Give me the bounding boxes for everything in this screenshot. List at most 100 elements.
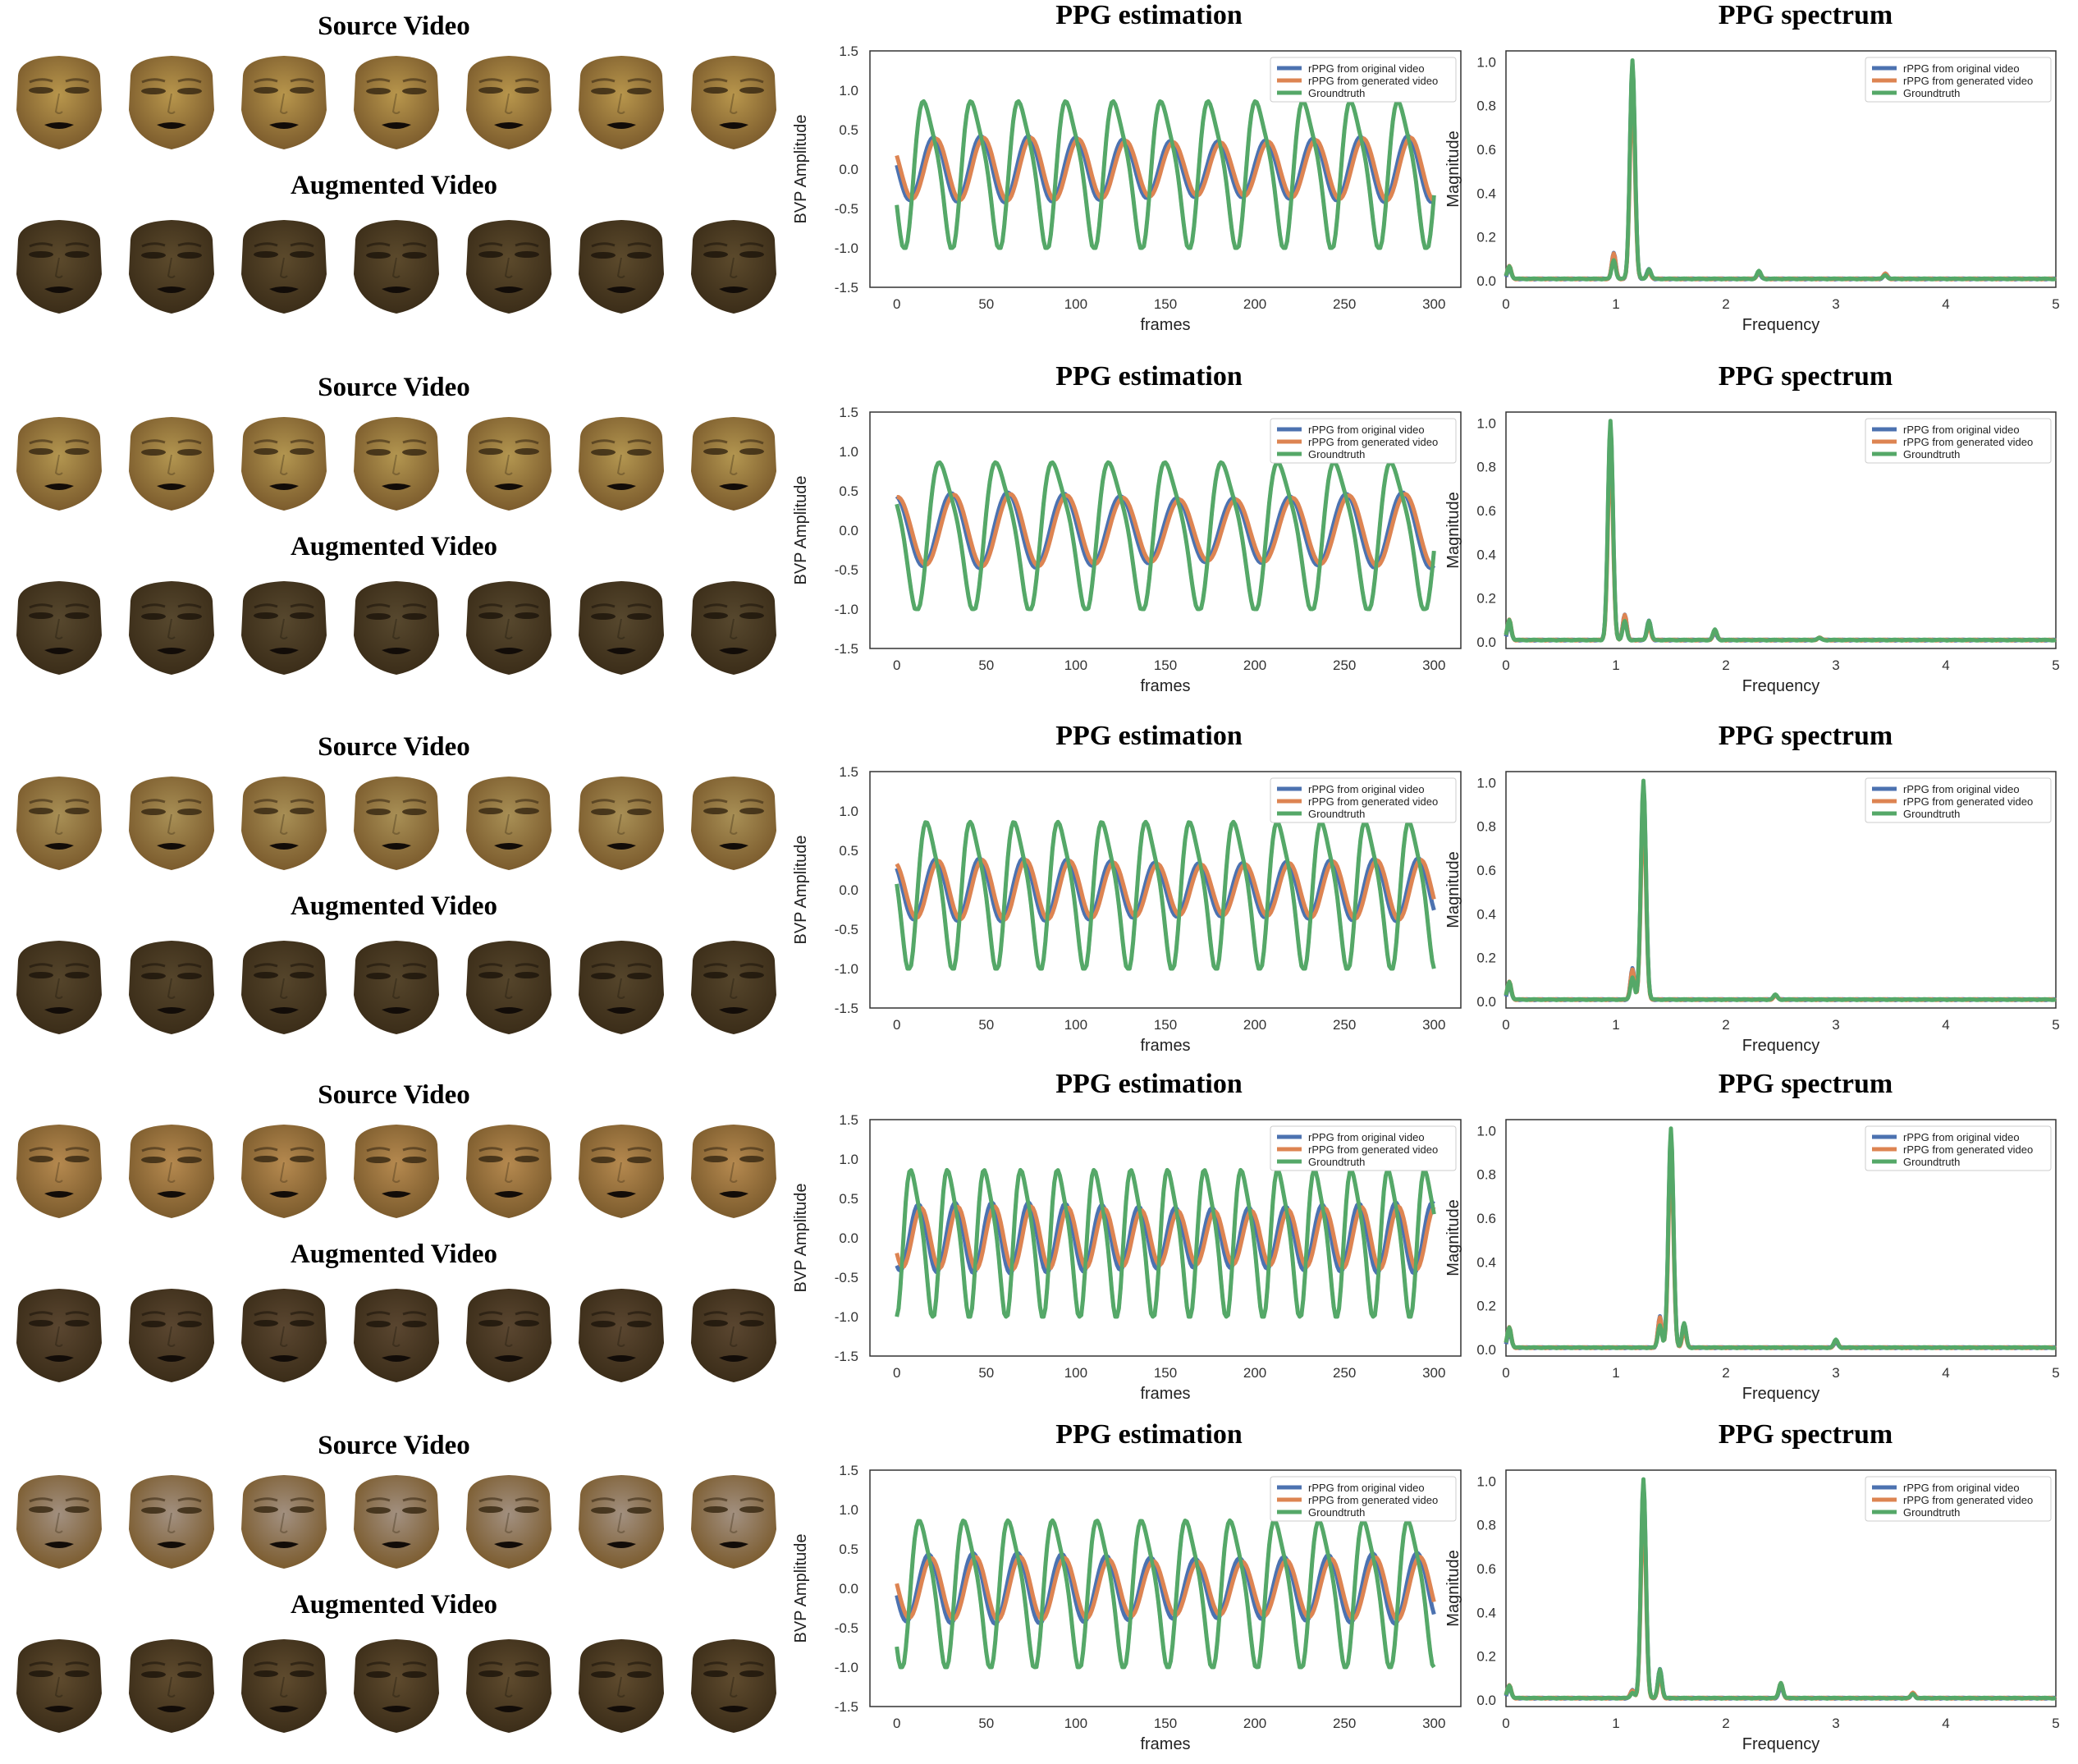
x-tick-label: 300 (1422, 1365, 1445, 1381)
legend-original-label: rPPG from original video (1903, 783, 2020, 795)
x-tick-label: 200 (1243, 1017, 1266, 1033)
legend-generated-label: rPPG from generated video (1903, 795, 2033, 808)
legend-original-label: rPPG from original video (1903, 424, 2020, 436)
series-groundtruth-line (895, 820, 1436, 971)
y-tick-label: -0.5 (835, 562, 858, 578)
y-axis-label: Magnitude (1444, 851, 1462, 928)
y-tick-label: 1.0 (839, 1502, 858, 1518)
series-generated-line (895, 135, 1435, 203)
x-tick-label: 150 (1154, 1365, 1177, 1381)
y-tick-label: 0.8 (1476, 99, 1496, 114)
x-tick-label: 150 (1154, 296, 1177, 312)
x-tick-label: 300 (1422, 1017, 1445, 1033)
source-video-title: Source Video (318, 732, 470, 762)
ppg-spectrum-plot: 0 1 2 3 4 5 1.0 0.8 0.6 0.4 0.2 0.0 Frequency Magnitu… (1444, 1119, 2060, 1403)
y-tick-label: 0.5 (839, 1542, 858, 1557)
legend-original-label: rPPG from original video (1903, 1131, 2020, 1143)
x-tick-label: 1 (1612, 1716, 1619, 1731)
ppg-estimation-plot: 0 50 100 150 200 250 300 1.5 1.0 0.5 0.0 -0.5 -1.0 -1… (792, 764, 1462, 1055)
face-thumbnail (241, 56, 327, 149)
legend-original-label: rPPG from original video (1903, 1482, 2020, 1494)
legend-original-label: rPPG from original video (1308, 62, 1425, 75)
y-tick-label: -1.5 (835, 1699, 858, 1715)
ppg-spectrum-plot: 0 1 2 3 4 5 1.0 0.8 0.6 0.4 0.2 0.0 Frequency Magnitu… (1444, 771, 2060, 1055)
y-axis-label: BVP Amplitude (792, 475, 810, 584)
y-tick-label: 0.2 (1476, 591, 1496, 607)
face-thumbnail (16, 1475, 102, 1569)
x-tick-label: 3 (1832, 1017, 1839, 1033)
x-tick-label: 300 (1422, 657, 1445, 673)
face-thumbnail (354, 220, 439, 314)
x-tick-label: 0 (1502, 1017, 1509, 1033)
source-video-title: Source Video (318, 1431, 470, 1460)
legend-original-label: rPPG from original video (1903, 62, 2020, 75)
y-tick-label: -1.0 (835, 1660, 858, 1675)
series-groundtruth-line (1504, 58, 2057, 282)
x-axis-label: frames (1140, 316, 1190, 334)
x-tick-label: 150 (1154, 1017, 1177, 1033)
legend-groundtruth-label: Groundtruth (1903, 448, 1960, 460)
series-generated-line (895, 1204, 1436, 1271)
face-thumbnail (466, 417, 552, 511)
y-tick-label: 0.4 (1476, 1605, 1496, 1620)
x-tick-label: 2 (1722, 1017, 1729, 1033)
x-axis-label: frames (1140, 1037, 1190, 1055)
x-tick-label: 2 (1722, 1716, 1729, 1731)
face-thumbnail (691, 1289, 776, 1382)
series-groundtruth-line (895, 460, 1436, 612)
face-panel: Source Video Augmented Video (0, 1419, 788, 1764)
face-thumbnail (579, 220, 664, 314)
face-thumbnail (466, 1289, 552, 1382)
x-tick-label: 200 (1243, 1365, 1266, 1381)
y-tick-label: -0.5 (835, 922, 858, 937)
ppg-spectrum-title: PPG spectrum (1718, 1069, 1893, 1099)
face-thumbnail (129, 777, 214, 870)
y-tick-label: 0.2 (1476, 951, 1496, 966)
ppg-spectrum-title: PPG spectrum (1718, 721, 1893, 751)
y-tick-label: -0.5 (835, 1620, 858, 1636)
ppg-estimation-title: PPG estimation (1055, 0, 1243, 30)
face-thumbnail (16, 777, 102, 870)
legend-groundtruth-label: Groundtruth (1903, 87, 1960, 99)
y-tick-label: 1.0 (1476, 1123, 1496, 1139)
y-axis-label: BVP Amplitude (792, 114, 810, 223)
x-tick-label: 0 (1502, 657, 1509, 673)
x-tick-label: 250 (1333, 657, 1356, 673)
y-tick-label: 1.0 (839, 444, 858, 460)
y-tick-label: 0.0 (1476, 635, 1496, 650)
source-video-title: Source Video (318, 373, 470, 402)
face-thumbnail (579, 581, 664, 675)
x-tick-label: 5 (2052, 296, 2059, 312)
series-generated-line (895, 858, 1436, 922)
face-thumbnail (691, 941, 776, 1034)
x-tick-label: 150 (1154, 657, 1177, 673)
y-axis-label: BVP Amplitude (792, 1183, 810, 1292)
legend-generated-label: rPPG from generated video (1903, 436, 2033, 448)
y-tick-label: 0.0 (839, 1581, 858, 1597)
face-thumbnail (129, 941, 214, 1034)
face-thumbnail (129, 1289, 214, 1382)
series-groundtruth-line (1504, 1126, 2057, 1350)
source-face-strip (8, 1121, 788, 1221)
y-tick-label: 0.5 (839, 843, 858, 859)
face-thumbnail (16, 220, 102, 314)
y-tick-label: -1.5 (835, 1349, 858, 1364)
y-tick-label: 1.0 (839, 804, 858, 819)
y-tick-label: -1.5 (835, 641, 858, 657)
face-thumbnail (466, 1639, 552, 1733)
x-tick-label: 0 (1502, 1365, 1509, 1381)
face-thumbnail (691, 1475, 776, 1569)
x-tick-label: 50 (978, 1017, 994, 1033)
x-axis-label: frames (1140, 1735, 1190, 1753)
x-tick-label: 200 (1243, 1716, 1266, 1731)
ppg-estimation-plot: 0 50 100 150 200 250 300 1.5 1.0 0.5 0.0 -0.5 -1.0 -1… (792, 44, 1462, 334)
face-thumbnail (691, 1125, 776, 1218)
face-thumbnail (241, 777, 327, 870)
x-tick-label: 100 (1064, 1017, 1087, 1033)
x-tick-label: 0 (893, 657, 900, 673)
face-thumbnail (466, 220, 552, 314)
x-axis-label: Frequency (1742, 316, 1820, 334)
ppg-estimation-title: PPG estimation (1055, 361, 1243, 392)
x-tick-label: 50 (978, 296, 994, 312)
x-tick-label: 0 (1502, 296, 1509, 312)
